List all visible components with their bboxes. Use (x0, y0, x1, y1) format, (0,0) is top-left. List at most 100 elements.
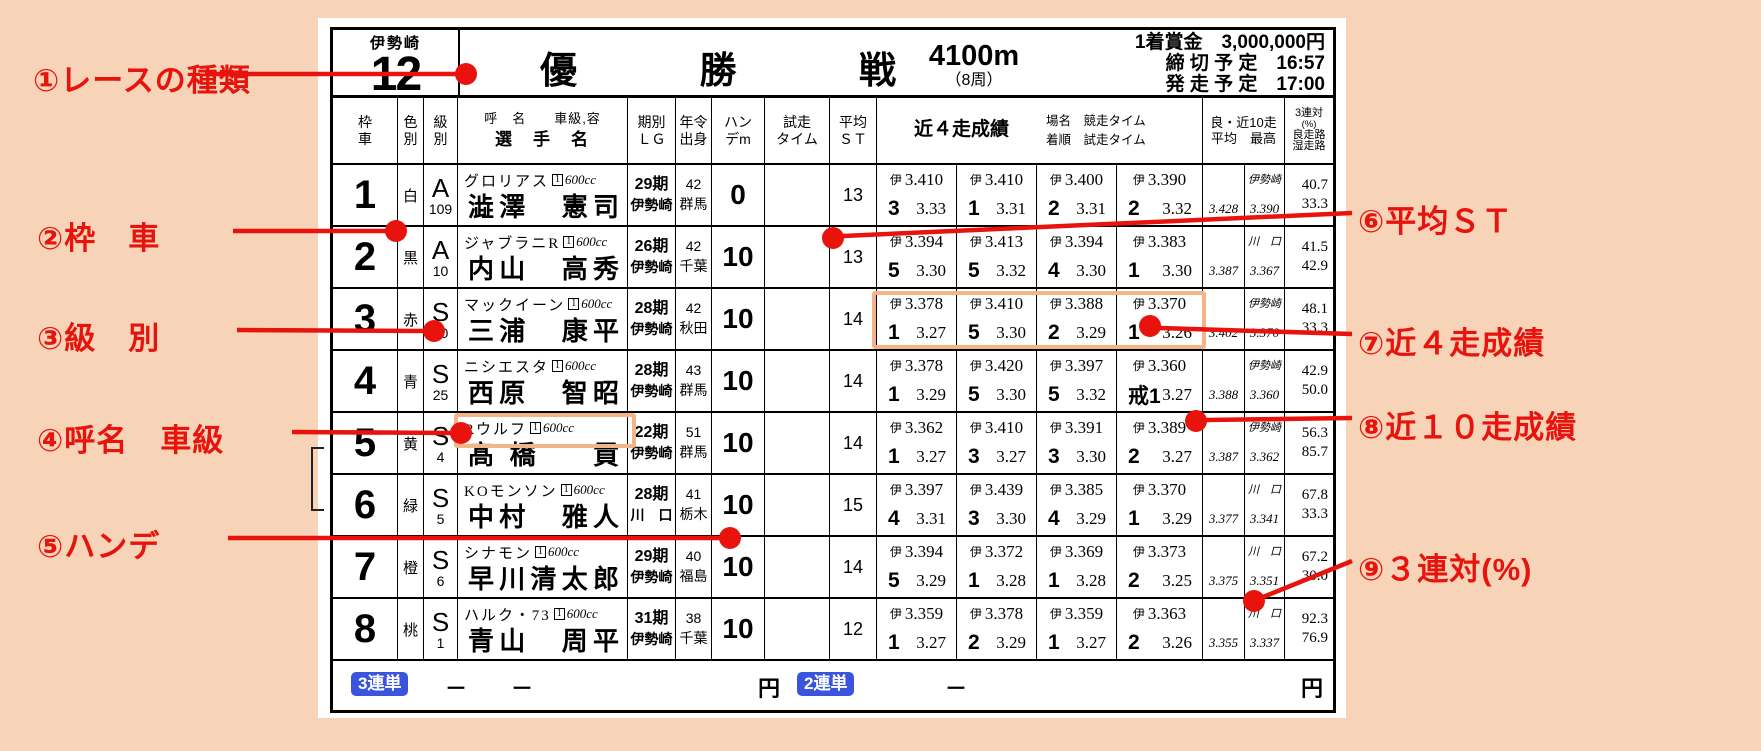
term-value: 28期 (634, 300, 669, 317)
trial-time-value (765, 413, 830, 473)
frame-color: 桃 (398, 599, 424, 659)
handicap-value: 10 (712, 599, 765, 659)
race-info: 1着賞金 3,000,000円 締 切 予 定 16:57 発 走 予 定 17… (1028, 30, 1333, 95)
best-time: 3.351 (1249, 573, 1280, 588)
best-time: 3.341 (1249, 511, 1280, 526)
machine-class-box: 1 (552, 360, 564, 372)
name-cell: シナモン 1 600cc 早川清太郎 (458, 537, 628, 597)
name-cell: ハルク・73 1 600cc 青山 周平 (458, 599, 628, 659)
col-color: 色別 (398, 98, 424, 163)
prize-line: 1着賞金 3,000,000円 (1134, 32, 1325, 53)
frame-color: 青 (398, 351, 424, 411)
avg-st-value: 14 (830, 351, 877, 411)
term-value: 22期 (634, 424, 669, 441)
term-cell: 28期 伊勢崎 (628, 289, 676, 349)
machine-name: ニシエスタ (464, 359, 550, 376)
lg-value: 伊勢崎 (630, 445, 673, 462)
machine-name-line: マックイーン 1 600cc (464, 291, 623, 317)
machine-name-line: KOモンソン 1 600cc (464, 477, 623, 503)
rider-name: 中村 雅人 (468, 502, 619, 532)
grade-cell: S 5 (424, 475, 458, 535)
grade-cell: A 10 (424, 227, 458, 287)
machine-class-box: 1 (535, 546, 547, 558)
trifecta-yen: 円 (758, 676, 781, 701)
best-time: 3.390 (1249, 201, 1280, 216)
frame-number: 1 (333, 165, 398, 225)
col-avg-st: 平均 ＳＴ (830, 98, 877, 163)
frame-number: 4 (333, 351, 398, 411)
annotation-label-6: ⑥平均ＳＴ (1358, 204, 1514, 239)
rider-name: 青山 周平 (468, 626, 619, 656)
win3-dry: 48.1 (1301, 301, 1328, 317)
race-number: 12 (370, 48, 422, 101)
best-time-cell: 伊勢崎 3.360 (1245, 351, 1285, 411)
recent4-cell: 伊 3.390 2 3.32 (1117, 165, 1203, 225)
age-value: 42 (685, 238, 702, 255)
col-recent4: 近４走成績 場名 競走タイム 着順 試走タイム (877, 98, 1203, 163)
annotation-label-7: ⑦近４走成績 (1358, 326, 1546, 361)
win3-wet: 30.0 (1301, 568, 1328, 584)
age-cell: 43 群馬 (676, 351, 712, 411)
best-time: 3.337 (1249, 635, 1280, 650)
age-value: 43 (685, 362, 702, 379)
annotation-label-9: ⑨３連対(%) (1358, 552, 1533, 587)
win3-cell: 41.5 42.9 (1285, 227, 1333, 287)
recent4-cell: 伊 3.394 4 3.30 (1037, 227, 1117, 287)
handicap-value: 10 (712, 537, 765, 597)
rider-row: 7 橙 S 6 シナモン 1 600cc 早川清太郎 29期 伊勢崎 40 福島… (333, 537, 1333, 599)
recent10-avg-value: 3.355 (1203, 599, 1245, 659)
win3-dry: 67.8 (1301, 487, 1328, 503)
win3-wet: 76.9 (1301, 630, 1328, 646)
age-value: 40 (685, 548, 702, 565)
age-cell: 51 群馬 (676, 413, 712, 473)
machine-name-line: Rウルフ 1 600cc (464, 415, 623, 441)
grade-rank: 109 (428, 200, 453, 217)
best-time-cell: 伊勢崎 3.370 (1245, 289, 1285, 349)
machine-cc: 600cc (573, 482, 605, 497)
machine-cc: 600cc (566, 606, 598, 621)
grade-rank: 1 (436, 634, 445, 651)
machine-name-line: シナモン 1 600cc (464, 539, 623, 565)
age-cell: 41 栃木 (676, 475, 712, 535)
origin-value: 千葉 (679, 630, 708, 646)
origin-value: 秋田 (679, 320, 708, 336)
win3-cell: 40.7 33.3 (1285, 165, 1333, 225)
term-cell: 29期 伊勢崎 (628, 165, 676, 225)
recent10-avg-value: 3.402 (1203, 289, 1245, 349)
best-time-cell: 伊勢崎 3.362 (1245, 413, 1285, 473)
col-frame: 枠車 (333, 98, 398, 163)
race-title-char: 優 (540, 50, 577, 91)
recent10-avg-value: 3.387 (1203, 413, 1245, 473)
win3-wet: 33.3 (1301, 320, 1328, 336)
name-cell: KOモンソン 1 600cc 中村 雅人 (458, 475, 628, 535)
handicap-value: 0 (712, 165, 765, 225)
age-cell: 42 秋田 (676, 289, 712, 349)
program-table: 伊勢崎 12 優 勝 戦 4100m （8周） 1着賞金 3,000,000円 … (330, 27, 1336, 713)
col-recent10: 良・近10走 平均 最高 (1203, 98, 1285, 163)
term-value: 28期 (634, 486, 669, 503)
recent10-avg-value: 3.377 (1203, 475, 1245, 535)
win3-dry: 40.7 (1301, 177, 1328, 193)
machine-cc: 600cc (543, 420, 575, 435)
term-value: 29期 (634, 548, 669, 565)
grade-cell: S 1 (424, 599, 458, 659)
recent4-cell: 伊 3.410 1 3.31 (957, 165, 1037, 225)
race-title-char: 戦 (859, 50, 896, 91)
recent4-cell: 伊 3.439 3 3.30 (957, 475, 1037, 535)
frame-color: 黄 (398, 413, 424, 473)
recent4-cell: 伊 3.360 戒1 3.27 (1117, 351, 1203, 411)
trifecta-badge: 3連単 (351, 672, 409, 697)
win3-dry: 67.2 (1301, 549, 1328, 565)
annotation-label-4: ④呼名 車級 (37, 423, 225, 458)
term-cell: 26期 伊勢崎 (628, 227, 676, 287)
term-value: 31期 (634, 610, 669, 627)
grade-cell: S 4 (424, 413, 458, 473)
best-time-cell: 川 口 3.367 (1245, 227, 1285, 287)
grade-rank: 6 (436, 572, 445, 589)
grade-rank: 25 (432, 386, 449, 403)
grade-rank: 4 (436, 448, 445, 465)
trial-time-value (765, 165, 830, 225)
age-value: 41 (685, 486, 702, 503)
frame-color: 赤 (398, 289, 424, 349)
